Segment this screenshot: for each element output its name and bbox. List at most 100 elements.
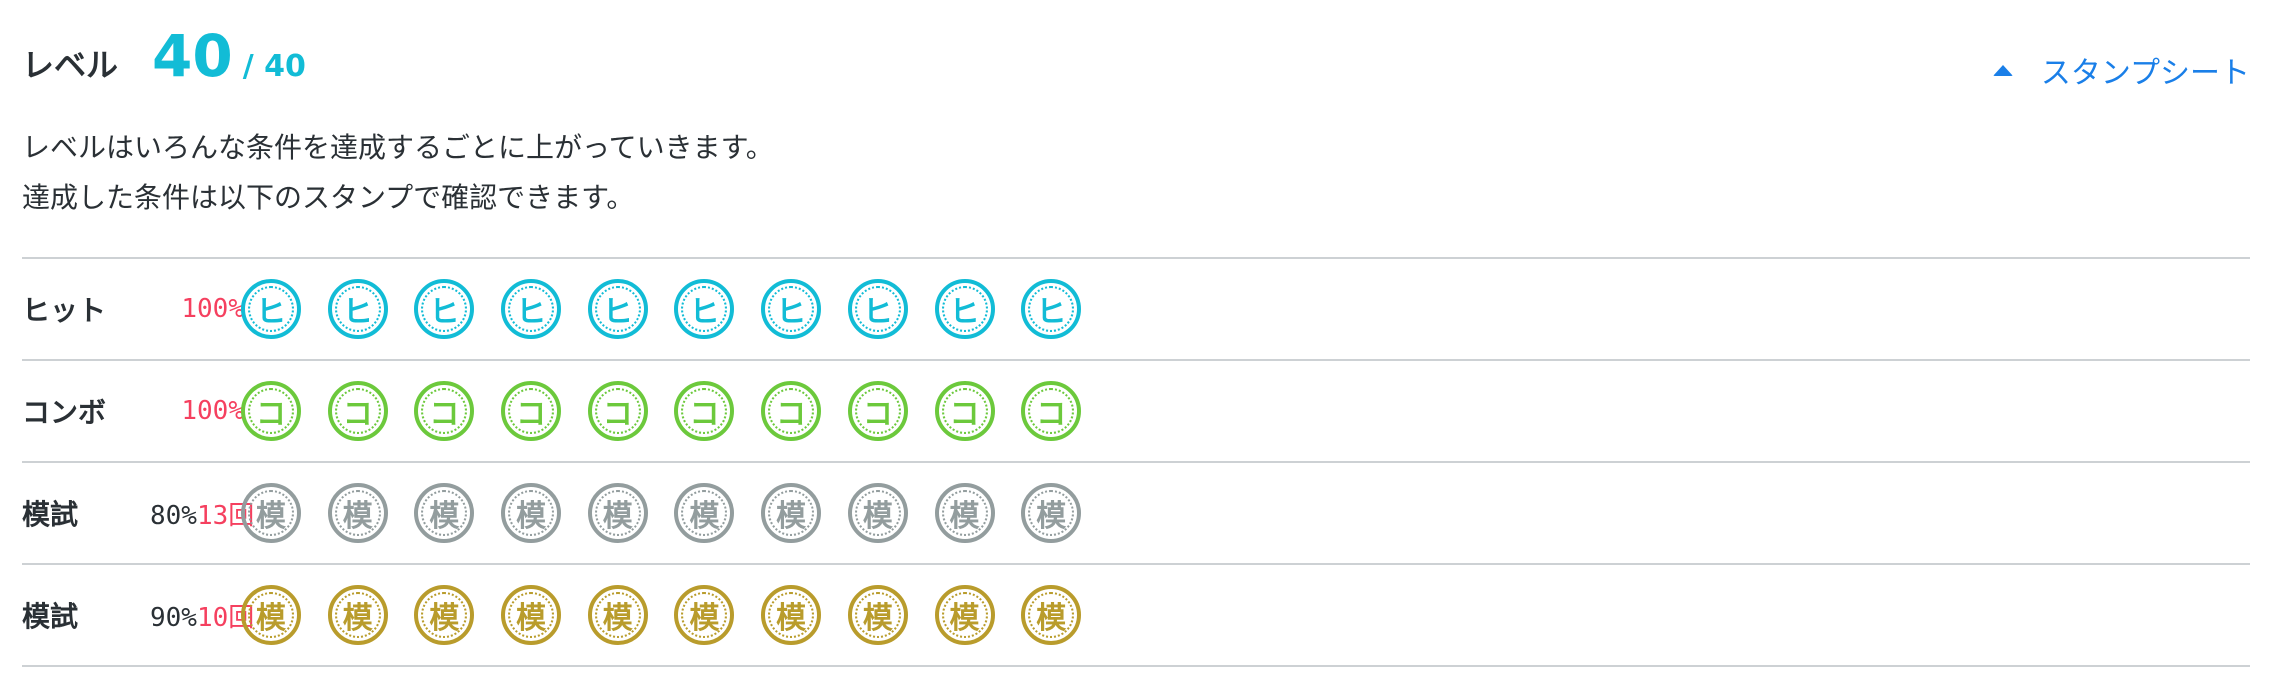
stamp-icon: コ <box>327 381 388 441</box>
stamp-char: コ <box>342 397 373 432</box>
stamp-icon: 模 <box>847 585 908 645</box>
stamp-icon: 模 <box>241 585 301 645</box>
stamp-char: 模 <box>689 499 720 534</box>
stamp-char: 模 <box>1036 499 1067 534</box>
row-label: コンボ <box>22 396 107 429</box>
stamp-char: 模 <box>776 499 807 534</box>
stamp-list: ヒヒヒヒヒヒヒヒヒヒ <box>241 279 1108 339</box>
stamp-icon: ヒ <box>501 279 562 339</box>
row-count: 100% <box>181 396 244 426</box>
stamp-list: 模模模模模模模模模模 <box>241 483 1108 543</box>
stamp-char: コ <box>776 397 807 432</box>
stamp-char: 模 <box>776 601 807 636</box>
stamp-row: 模試 80%13回 模 模 模 模 模 模 模 模 模 模 <box>22 463 2250 565</box>
stamp-char: 模 <box>429 601 460 636</box>
stamp-icon: 模 <box>501 585 562 645</box>
stamp-icon: 模 <box>327 483 388 543</box>
stamp-char: 模 <box>342 499 373 534</box>
stamp-row: ヒット 100% ヒ ヒ ヒ ヒ ヒ ヒ ヒ ヒ ヒ ヒ <box>22 259 2250 361</box>
stamp-icon: 模 <box>1021 585 1082 645</box>
level-value: 40 <box>152 22 233 90</box>
stamp-icon: ヒ <box>674 279 735 339</box>
stamp-char: 模 <box>516 499 547 534</box>
stamp-char: 模 <box>342 601 373 636</box>
stamp-icon: ヒ <box>1021 279 1082 339</box>
row-label: 模試 <box>22 498 79 531</box>
stamp-table: ヒット 100% ヒ ヒ ヒ ヒ ヒ ヒ ヒ ヒ ヒ ヒコンボ 100% コ コ コ コ コ コ コ コ コ コ模試… <box>22 257 2250 667</box>
stamp-list: 模模模模模模模模模模 <box>241 585 1108 645</box>
stamp-char: コ <box>602 397 633 432</box>
stamp-icon: 模 <box>847 483 908 543</box>
stamp-icon: 模 <box>587 483 648 543</box>
stamp-icon: 模 <box>674 585 735 645</box>
stamp-char: 模 <box>256 499 286 534</box>
stamp-char: ヒ <box>602 295 633 330</box>
stamp-char: コ <box>429 397 460 432</box>
stamp-char: 模 <box>1036 601 1067 636</box>
description-line: 達成した条件は以下のスタンプで確認できます。 <box>22 181 635 214</box>
stamp-icon: コ <box>847 381 908 441</box>
stamp-char: ヒ <box>776 295 807 330</box>
stamp-row: 模試 90%10回 模 模 模 模 模 模 模 模 模 模 <box>22 565 2250 667</box>
stamp-char: ヒ <box>1036 295 1067 330</box>
stamp-icon: 模 <box>327 585 388 645</box>
stamp-icon: 模 <box>414 585 475 645</box>
stamp-icon: ヒ <box>327 279 388 339</box>
stamp-char: ヒ <box>429 295 460 330</box>
stamp-icon: 模 <box>761 483 822 543</box>
stamp-char: 模 <box>949 601 980 636</box>
stamp-char: ヒ <box>689 295 720 330</box>
stamp-icon: コ <box>501 381 562 441</box>
stamp-char: ヒ <box>862 295 893 330</box>
stamp-char: 模 <box>256 601 286 636</box>
row-percent: 90% <box>150 602 197 633</box>
stamp-icon: ヒ <box>847 279 908 339</box>
stamp-sheet-toggle[interactable]: スタンプシート <box>1992 48 2250 92</box>
stamp-icon: 模 <box>587 585 648 645</box>
stamp-char: ヒ <box>342 295 373 330</box>
stamp-sheet-label: スタンプシート <box>2040 56 2250 91</box>
stamp-icon: ヒ <box>587 279 648 339</box>
stamp-icon: 模 <box>414 483 475 543</box>
stamp-char: コ <box>949 397 980 432</box>
stamp-icon: コ <box>587 381 648 441</box>
stamp-char: コ <box>689 397 720 432</box>
stamp-icon: コ <box>761 381 822 441</box>
row-count: 100% <box>181 294 244 324</box>
stamp-char: 模 <box>862 601 893 636</box>
row-label: 模試 <box>22 600 79 633</box>
stamp-icon: ヒ <box>414 279 475 339</box>
stamp-char: コ <box>1036 397 1067 432</box>
stamp-row: コンボ 100% コ コ コ コ コ コ コ コ コ コ <box>22 361 2250 463</box>
stamp-icon: ヒ <box>761 279 822 339</box>
stamp-char: ヒ <box>256 295 286 330</box>
row-stat: 100% <box>150 396 244 426</box>
stamp-icon: ヒ <box>241 279 301 339</box>
stamp-icon: コ <box>414 381 475 441</box>
stamp-icon: 模 <box>1021 483 1082 543</box>
stamp-char: ヒ <box>949 295 980 330</box>
row-stat: 90%10回 <box>150 597 254 634</box>
triangle-up-icon <box>1992 64 2013 76</box>
level-header: レベル 40 / 40 <box>22 22 306 102</box>
stamp-icon: コ <box>934 381 995 441</box>
stamp-icon: コ <box>1021 381 1082 441</box>
stamp-icon: 模 <box>934 585 995 645</box>
stamp-icon: 模 <box>241 483 301 543</box>
row-percent: 80% <box>150 500 197 531</box>
row-stat: 100% <box>150 294 244 324</box>
stamp-icon: コ <box>241 381 301 441</box>
stamp-char: 模 <box>689 601 720 636</box>
stamp-icon: 模 <box>761 585 822 645</box>
level-max: / 40 <box>242 49 306 84</box>
stamp-icon: コ <box>674 381 735 441</box>
stamp-char: 模 <box>862 499 893 534</box>
stamp-char: ヒ <box>516 295 547 330</box>
stamp-char: コ <box>862 397 893 432</box>
stamp-icon: ヒ <box>934 279 995 339</box>
stamp-list: ココココココココココ <box>241 381 1108 441</box>
stamp-char: コ <box>516 397 547 432</box>
stamp-char: 模 <box>429 499 460 534</box>
level-title: レベル <box>22 46 119 84</box>
row-stat: 80%13回 <box>150 495 254 532</box>
